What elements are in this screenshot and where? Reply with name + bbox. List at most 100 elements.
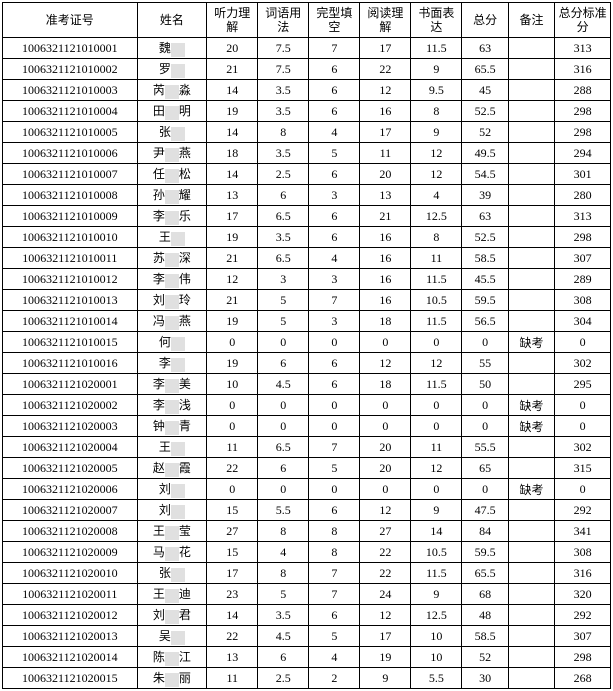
cell-id: 1006321121010006 [3,143,138,164]
name-tail: 燕 [179,146,191,160]
cell-s3: 3 [309,269,360,290]
header-s1: 听力理解 [207,3,258,38]
cell-note [508,500,554,521]
name-surname: 冯 [153,314,165,328]
cell-std: 307 [555,248,611,269]
cell-s4: 19 [360,647,411,668]
cell-name: 刘 君 [137,605,207,626]
table-row: 1006321121010006尹 燕183.55111249.5294 [3,143,611,164]
cell-s2: 3.5 [258,101,309,122]
cell-s5: 11.5 [411,38,462,59]
cell-std: 316 [555,563,611,584]
cell-total: 49.5 [462,143,508,164]
cell-id: 1006321121010009 [3,206,138,227]
cell-std: 298 [555,122,611,143]
cell-s3: 5 [309,143,360,164]
cell-s1: 10 [207,374,258,395]
table-row: 1006321121010015何 000000缺考0 [3,332,611,353]
cell-s2: 0 [258,479,309,500]
cell-id: 1006321121020008 [3,521,138,542]
cell-s3: 0 [309,332,360,353]
cell-s1: 22 [207,626,258,647]
name-tail: 青 [179,419,191,433]
cell-std: 315 [555,458,611,479]
cell-s1: 14 [207,80,258,101]
cell-s3: 7 [309,437,360,458]
header-s5: 书面表达 [411,3,462,38]
cell-id: 1006321121020007 [3,500,138,521]
cell-s4: 16 [360,269,411,290]
cell-s4: 20 [360,164,411,185]
name-surname: 李 [153,209,165,223]
cell-name: 王 莹 [137,521,207,542]
cell-s2: 8 [258,521,309,542]
name-tail: 莹 [179,524,191,538]
cell-id: 1006321121010005 [3,122,138,143]
name-redaction-mask [171,337,185,351]
table-row: 1006321121020005赵 霞2265201265315 [3,458,611,479]
cell-s2: 6.5 [258,248,309,269]
cell-s3: 6 [309,605,360,626]
cell-id: 1006321121020001 [3,374,138,395]
cell-note [508,101,554,122]
name-tail: 燕 [179,314,191,328]
cell-s3: 4 [309,647,360,668]
name-surname: 苏 [153,251,165,265]
cell-note [508,185,554,206]
cell-total: 58.5 [462,626,508,647]
cell-s3: 6 [309,59,360,80]
table-row: 1006321121020014陈 江1364191052298 [3,647,611,668]
cell-s3: 3 [309,185,360,206]
cell-s5: 5.5 [411,668,462,689]
cell-total: 0 [462,416,508,437]
name-redaction-mask [165,253,179,267]
cell-s2: 7.5 [258,59,309,80]
cell-note [508,248,554,269]
cell-s5: 10 [411,647,462,668]
cell-std: 304 [555,311,611,332]
cell-s1: 21 [207,59,258,80]
cell-id: 1006321121010003 [3,80,138,101]
cell-s4: 27 [360,521,411,542]
name-redaction-mask [165,106,179,120]
name-surname: 罗 [159,62,171,76]
name-redaction-mask [171,64,185,78]
cell-s2: 5 [258,584,309,605]
cell-total: 55 [462,353,508,374]
name-redaction-mask [165,148,179,162]
header-s3: 完型填空 [309,3,360,38]
cell-s1: 11 [207,437,258,458]
cell-s4: 22 [360,542,411,563]
name-surname: 李 [153,398,165,412]
cell-id: 1006321121020010 [3,563,138,584]
cell-s3: 6 [309,353,360,374]
name-surname: 芮 [153,83,165,97]
cell-note [508,374,554,395]
cell-total: 47.5 [462,500,508,521]
cell-s2: 0 [258,332,309,353]
cell-s2: 3 [258,269,309,290]
cell-note [508,143,554,164]
cell-s4: 17 [360,626,411,647]
cell-note: 缺考 [508,479,554,500]
cell-s1: 12 [207,269,258,290]
table-row: 1006321121010014冯 燕19531811.556.5304 [3,311,611,332]
name-surname: 李 [153,377,165,391]
name-surname: 张 [159,125,171,139]
cell-id: 1006321121010013 [3,290,138,311]
cell-name: 田 明 [137,101,207,122]
cell-total: 0 [462,332,508,353]
cell-s3: 6 [309,164,360,185]
cell-s3: 7 [309,38,360,59]
cell-name: 苏 深 [137,248,207,269]
cell-total: 65 [462,458,508,479]
name-redaction-mask [165,190,179,204]
cell-s1: 15 [207,500,258,521]
cell-note [508,122,554,143]
cell-id: 1006321121010004 [3,101,138,122]
name-redaction-mask [171,631,185,645]
name-tail: 江 [179,650,191,664]
cell-total: 39 [462,185,508,206]
cell-name: 赵 霞 [137,458,207,479]
table-row: 1006321121020015朱 丽112.5295.530268 [3,668,611,689]
